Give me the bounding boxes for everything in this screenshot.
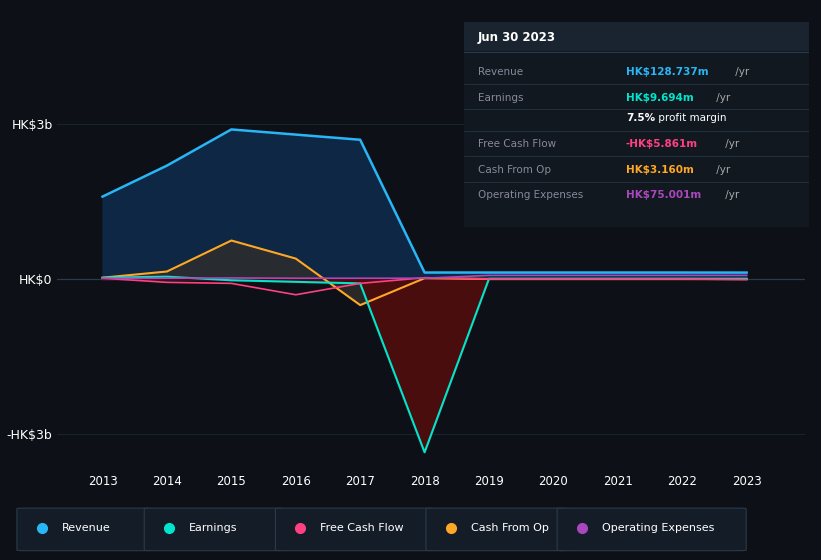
Text: Operating Expenses: Operating Expenses [478, 190, 583, 200]
FancyBboxPatch shape [276, 508, 433, 550]
FancyBboxPatch shape [557, 508, 746, 550]
FancyBboxPatch shape [144, 508, 283, 550]
Text: Earnings: Earnings [189, 523, 237, 533]
Text: -HK$5.861m: -HK$5.861m [626, 139, 698, 149]
Text: /yr: /yr [713, 93, 730, 103]
FancyBboxPatch shape [464, 22, 809, 51]
Text: Operating Expenses: Operating Expenses [602, 523, 714, 533]
FancyBboxPatch shape [17, 508, 152, 550]
Text: HK$75.001m: HK$75.001m [626, 190, 701, 200]
Text: /yr: /yr [732, 67, 750, 77]
Text: /yr: /yr [722, 190, 740, 200]
Text: HK$3.160m: HK$3.160m [626, 165, 694, 175]
FancyBboxPatch shape [426, 508, 569, 550]
Text: HK$9.694m: HK$9.694m [626, 93, 694, 103]
Text: Revenue: Revenue [62, 523, 110, 533]
Text: Cash From Op: Cash From Op [470, 523, 548, 533]
Text: /yr: /yr [713, 165, 730, 175]
Text: Cash From Op: Cash From Op [478, 165, 551, 175]
Text: HK$128.737m: HK$128.737m [626, 67, 709, 77]
Text: 7.5%: 7.5% [626, 114, 655, 123]
Text: /yr: /yr [722, 139, 740, 149]
Text: Jun 30 2023: Jun 30 2023 [478, 31, 556, 44]
Text: Earnings: Earnings [478, 93, 523, 103]
Text: Free Cash Flow: Free Cash Flow [478, 139, 556, 149]
Text: Free Cash Flow: Free Cash Flow [320, 523, 404, 533]
Text: profit margin: profit margin [655, 114, 727, 123]
Text: Revenue: Revenue [478, 67, 523, 77]
